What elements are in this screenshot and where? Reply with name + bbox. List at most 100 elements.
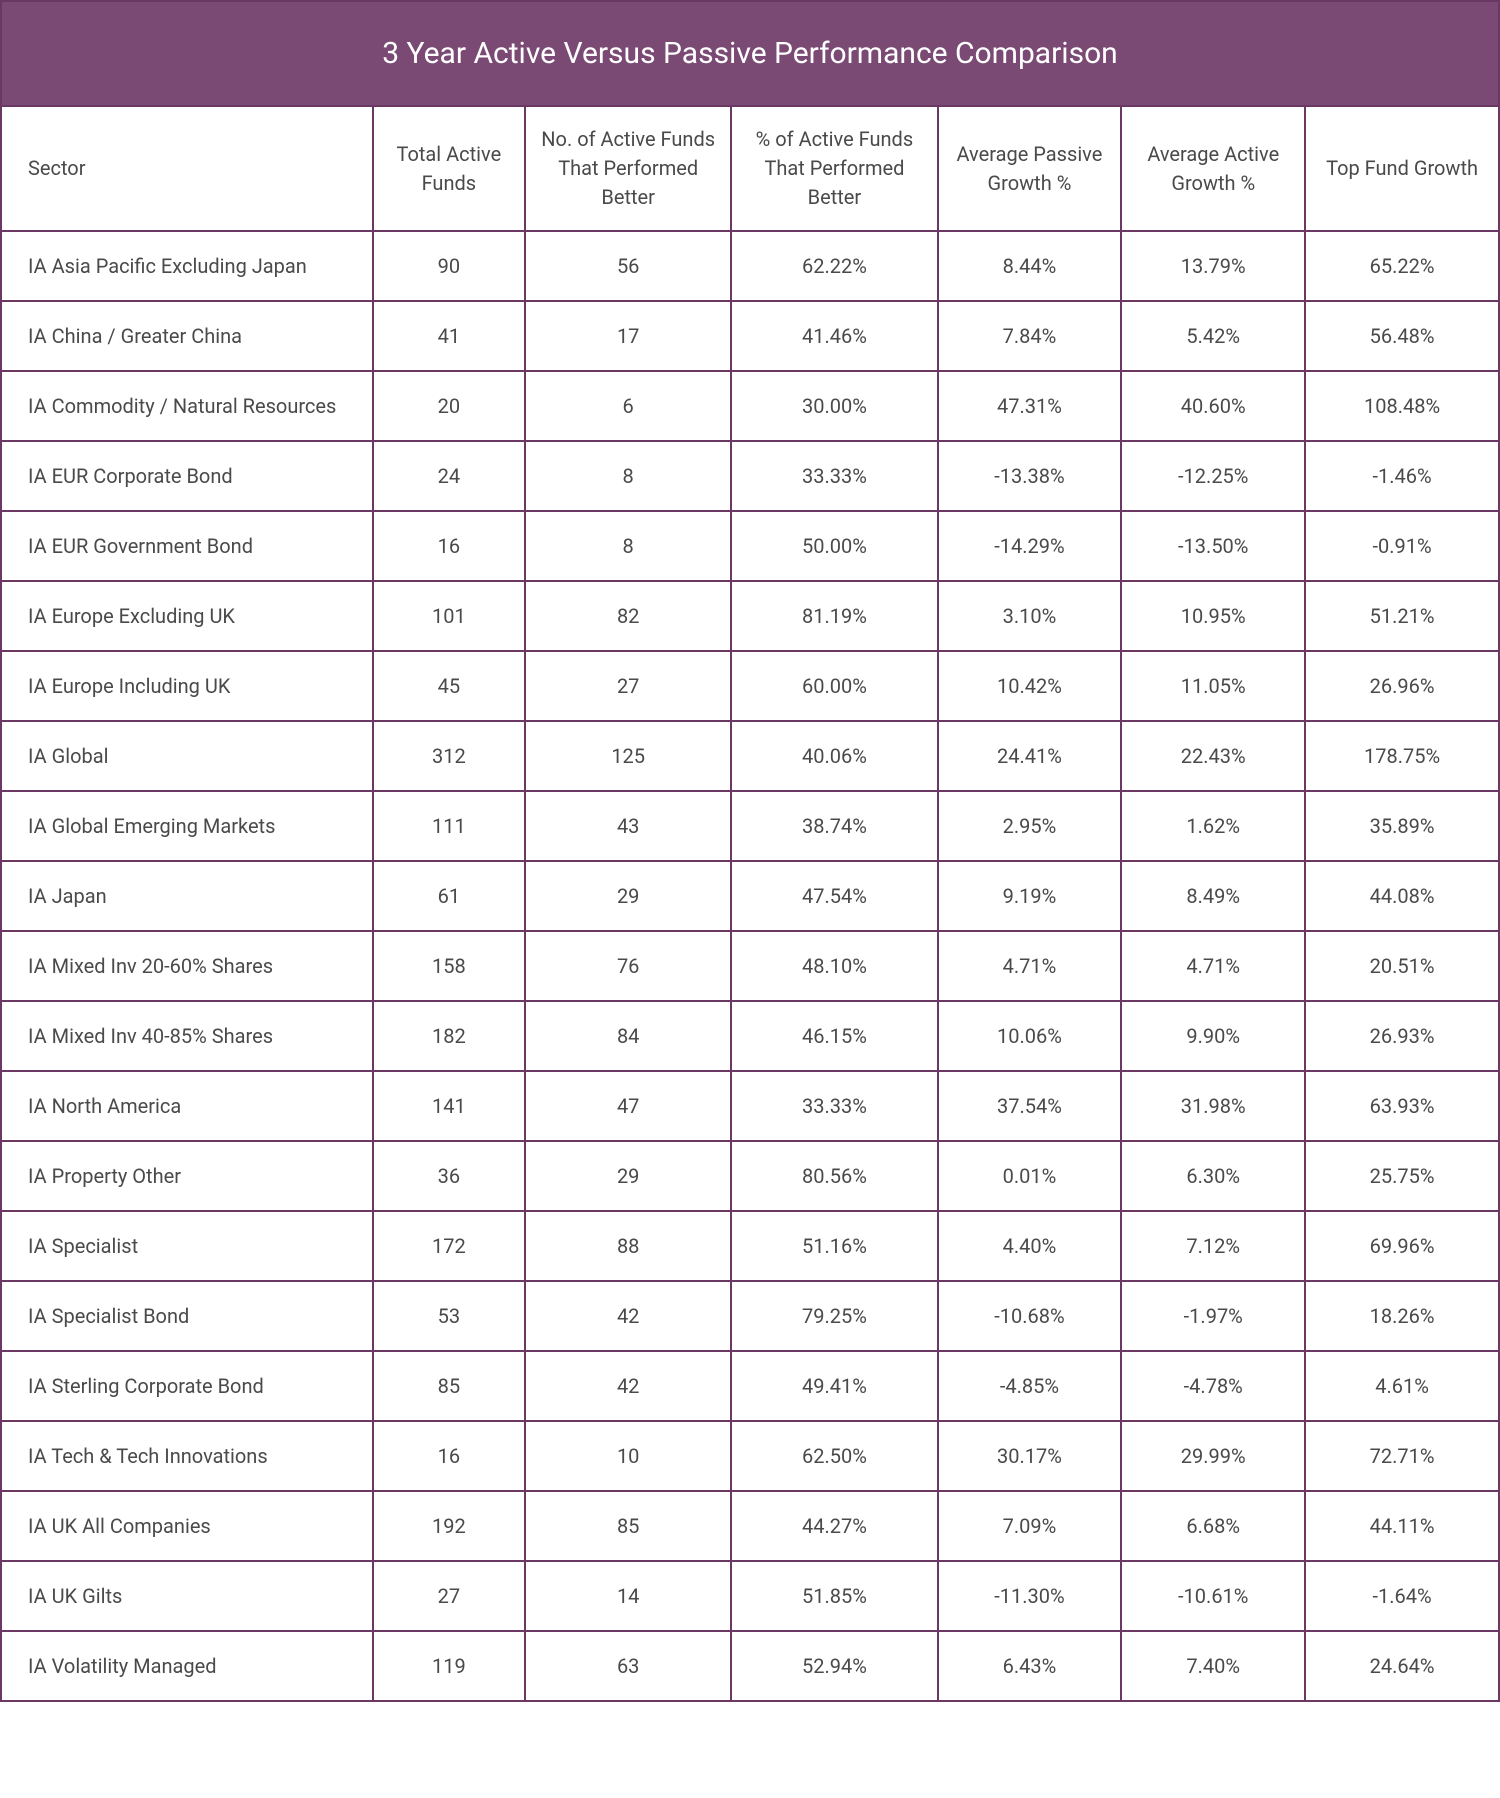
value-cell: 33.33% — [731, 441, 937, 511]
value-cell: 7.84% — [938, 301, 1122, 371]
table-row: IA Specialist1728851.16%4.40%7.12%69.96% — [2, 1211, 1498, 1281]
value-cell: 26.96% — [1305, 651, 1498, 721]
value-cell: 10.06% — [938, 1001, 1122, 1071]
value-cell: 30.17% — [938, 1421, 1122, 1491]
value-cell: 8.44% — [938, 231, 1122, 301]
value-cell: 101 — [373, 581, 525, 651]
value-cell: 81.19% — [731, 581, 937, 651]
value-cell: 29.99% — [1121, 1421, 1305, 1491]
value-cell: -13.38% — [938, 441, 1122, 511]
value-cell: 312 — [373, 721, 525, 791]
sector-cell: IA China / Greater China — [2, 301, 373, 371]
table-row: IA Property Other362980.56%0.01%6.30%25.… — [2, 1141, 1498, 1211]
table-row: IA EUR Corporate Bond24833.33%-13.38%-12… — [2, 441, 1498, 511]
table-row: IA Asia Pacific Excluding Japan905662.22… — [2, 231, 1498, 301]
value-cell: 62.22% — [731, 231, 937, 301]
sector-cell: IA Europe Including UK — [2, 651, 373, 721]
value-cell: -11.30% — [938, 1561, 1122, 1631]
sector-cell: IA Volatility Managed — [2, 1631, 373, 1700]
value-cell: 56.48% — [1305, 301, 1498, 371]
value-cell: 41 — [373, 301, 525, 371]
value-cell: 108.48% — [1305, 371, 1498, 441]
value-cell: -13.50% — [1121, 511, 1305, 581]
value-cell: 4.40% — [938, 1211, 1122, 1281]
value-cell: 14 — [525, 1561, 731, 1631]
value-cell: 41.46% — [731, 301, 937, 371]
value-cell: 141 — [373, 1071, 525, 1141]
value-cell: 53 — [373, 1281, 525, 1351]
value-cell: 42 — [525, 1281, 731, 1351]
value-cell: 4.61% — [1305, 1351, 1498, 1421]
comparison-table-container: 3 Year Active Versus Passive Performance… — [0, 0, 1500, 1702]
value-cell: 6.68% — [1121, 1491, 1305, 1561]
value-cell: 85 — [373, 1351, 525, 1421]
table-row: IA North America1414733.33%37.54%31.98%6… — [2, 1071, 1498, 1141]
value-cell: 76 — [525, 931, 731, 1001]
value-cell: 33.33% — [731, 1071, 937, 1141]
table-row: IA UK All Companies1928544.27%7.09%6.68%… — [2, 1491, 1498, 1561]
table-row: IA Mixed Inv 40-85% Shares1828446.15%10.… — [2, 1001, 1498, 1071]
value-cell: 80.56% — [731, 1141, 937, 1211]
value-cell: 6 — [525, 371, 731, 441]
value-cell: 4.71% — [1121, 931, 1305, 1001]
value-cell: -4.78% — [1121, 1351, 1305, 1421]
table-row: IA Japan612947.54%9.19%8.49%44.08% — [2, 861, 1498, 931]
value-cell: 84 — [525, 1001, 731, 1071]
value-cell: 3.10% — [938, 581, 1122, 651]
value-cell: 85 — [525, 1491, 731, 1561]
value-cell: 7.40% — [1121, 1631, 1305, 1700]
value-cell: 27 — [373, 1561, 525, 1631]
table-row: IA Commodity / Natural Resources20630.00… — [2, 371, 1498, 441]
table-row: IA EUR Government Bond16850.00%-14.29%-1… — [2, 511, 1498, 581]
value-cell: 9.19% — [938, 861, 1122, 931]
sector-cell: IA Commodity / Natural Resources — [2, 371, 373, 441]
sector-cell: IA Mixed Inv 40-85% Shares — [2, 1001, 373, 1071]
value-cell: 44.27% — [731, 1491, 937, 1561]
value-cell: 60.00% — [731, 651, 937, 721]
value-cell: 26.93% — [1305, 1001, 1498, 1071]
sector-cell: IA Sterling Corporate Bond — [2, 1351, 373, 1421]
value-cell: 36 — [373, 1141, 525, 1211]
value-cell: 35.89% — [1305, 791, 1498, 861]
value-cell: 46.15% — [731, 1001, 937, 1071]
value-cell: 5.42% — [1121, 301, 1305, 371]
value-cell: -0.91% — [1305, 511, 1498, 581]
value-cell: 4.71% — [938, 931, 1122, 1001]
value-cell: 22.43% — [1121, 721, 1305, 791]
sector-cell: IA UK Gilts — [2, 1561, 373, 1631]
value-cell: 44.08% — [1305, 861, 1498, 931]
value-cell: 16 — [373, 1421, 525, 1491]
value-cell: 10.42% — [938, 651, 1122, 721]
column-header: No. of Active Funds That Performed Bette… — [525, 107, 731, 231]
value-cell: 51.16% — [731, 1211, 937, 1281]
value-cell: 10 — [525, 1421, 731, 1491]
value-cell: -12.25% — [1121, 441, 1305, 511]
sector-cell: IA Property Other — [2, 1141, 373, 1211]
value-cell: 29 — [525, 1141, 731, 1211]
table-row: IA Europe Excluding UK1018281.19%3.10%10… — [2, 581, 1498, 651]
value-cell: 45 — [373, 651, 525, 721]
value-cell: 61 — [373, 861, 525, 931]
value-cell: 6.30% — [1121, 1141, 1305, 1211]
value-cell: 65.22% — [1305, 231, 1498, 301]
value-cell: 49.41% — [731, 1351, 937, 1421]
value-cell: -10.61% — [1121, 1561, 1305, 1631]
column-header: % of Active Funds That Performed Better — [731, 107, 937, 231]
sector-cell: IA Specialist — [2, 1211, 373, 1281]
value-cell: 40.06% — [731, 721, 937, 791]
sector-cell: IA EUR Government Bond — [2, 511, 373, 581]
sector-cell: IA Japan — [2, 861, 373, 931]
value-cell: 27 — [525, 651, 731, 721]
sector-cell: IA Asia Pacific Excluding Japan — [2, 231, 373, 301]
value-cell: 29 — [525, 861, 731, 931]
table-title: 3 Year Active Versus Passive Performance… — [2, 2, 1498, 107]
sector-cell: IA North America — [2, 1071, 373, 1141]
value-cell: 25.75% — [1305, 1141, 1498, 1211]
value-cell: 10.95% — [1121, 581, 1305, 651]
value-cell: 62.50% — [731, 1421, 937, 1491]
value-cell: 31.98% — [1121, 1071, 1305, 1141]
value-cell: 40.60% — [1121, 371, 1305, 441]
value-cell: 158 — [373, 931, 525, 1001]
value-cell: 20 — [373, 371, 525, 441]
value-cell: 111 — [373, 791, 525, 861]
